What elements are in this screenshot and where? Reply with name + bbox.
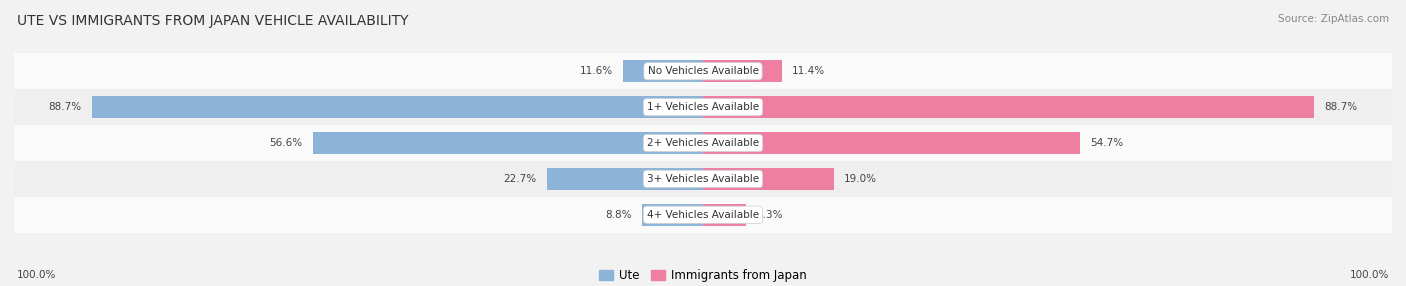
Text: 3+ Vehicles Available: 3+ Vehicles Available xyxy=(647,174,759,184)
Bar xyxy=(703,132,1080,154)
Text: 100.0%: 100.0% xyxy=(17,270,56,280)
Bar xyxy=(547,168,703,190)
Bar xyxy=(623,60,703,82)
Text: 56.6%: 56.6% xyxy=(270,138,302,148)
Bar xyxy=(14,161,1392,197)
Text: 88.7%: 88.7% xyxy=(1324,102,1358,112)
Bar xyxy=(703,60,782,82)
Bar xyxy=(703,168,834,190)
Text: 8.8%: 8.8% xyxy=(606,210,633,220)
Bar xyxy=(14,53,1392,89)
Text: 11.4%: 11.4% xyxy=(792,66,825,76)
Text: 4+ Vehicles Available: 4+ Vehicles Available xyxy=(647,210,759,220)
Text: UTE VS IMMIGRANTS FROM JAPAN VEHICLE AVAILABILITY: UTE VS IMMIGRANTS FROM JAPAN VEHICLE AVA… xyxy=(17,14,408,28)
Bar xyxy=(14,125,1392,161)
Legend: Ute, Immigrants from Japan: Ute, Immigrants from Japan xyxy=(595,265,811,286)
Text: Source: ZipAtlas.com: Source: ZipAtlas.com xyxy=(1278,14,1389,24)
Text: 19.0%: 19.0% xyxy=(844,174,877,184)
Text: 11.6%: 11.6% xyxy=(579,66,613,76)
Text: 88.7%: 88.7% xyxy=(48,102,82,112)
Text: No Vehicles Available: No Vehicles Available xyxy=(648,66,758,76)
Bar xyxy=(643,204,703,226)
Text: 1+ Vehicles Available: 1+ Vehicles Available xyxy=(647,102,759,112)
Bar xyxy=(14,197,1392,233)
Bar xyxy=(91,96,703,118)
Text: 54.7%: 54.7% xyxy=(1090,138,1123,148)
Bar xyxy=(314,132,703,154)
Text: 22.7%: 22.7% xyxy=(503,174,536,184)
Text: 100.0%: 100.0% xyxy=(1350,270,1389,280)
Text: 6.3%: 6.3% xyxy=(756,210,783,220)
Bar xyxy=(14,89,1392,125)
Bar xyxy=(703,204,747,226)
Bar xyxy=(703,96,1315,118)
Text: 2+ Vehicles Available: 2+ Vehicles Available xyxy=(647,138,759,148)
